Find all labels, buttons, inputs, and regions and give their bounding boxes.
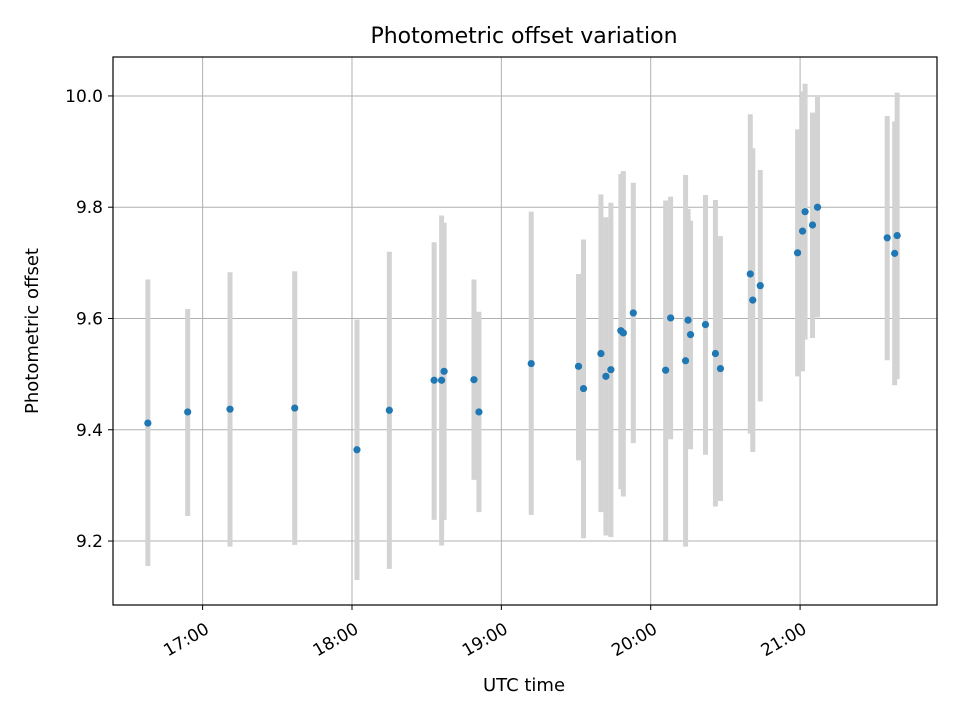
error-bars	[145, 83, 900, 580]
data-point	[667, 314, 675, 322]
data-point	[801, 208, 809, 216]
data-point	[684, 316, 692, 324]
data-point	[681, 357, 690, 365]
data-point	[813, 203, 822, 211]
x-axis: 17:00 18:00 19:00 20:00 21:00	[160, 605, 810, 661]
data-point	[701, 321, 710, 329]
data-point	[470, 376, 478, 384]
y-tick-label: 9.2	[76, 532, 103, 552]
data-point	[385, 406, 393, 414]
data-point	[808, 221, 817, 229]
data-point	[686, 331, 695, 339]
x-tick-label: 21:00	[758, 619, 810, 661]
chart-title: Photometric offset variation	[370, 24, 677, 49]
x-tick-label: 18:00	[310, 619, 362, 661]
data-point	[440, 367, 448, 375]
x-tick-label: 20:00	[608, 619, 660, 661]
data-point	[662, 366, 670, 374]
data-point	[430, 376, 438, 384]
data-point	[291, 404, 299, 412]
data-point	[711, 349, 720, 358]
y-tick-label: 9.4	[76, 421, 103, 441]
data-point	[893, 231, 901, 240]
data-point	[574, 362, 583, 370]
data-point	[883, 234, 891, 242]
x-tick-label: 17:00	[160, 619, 212, 661]
data-point	[527, 359, 535, 368]
data-point	[749, 296, 757, 304]
data-point	[184, 408, 192, 416]
data-points	[144, 203, 901, 454]
data-point	[619, 329, 627, 337]
x-tick-label: 19:00	[459, 619, 511, 661]
data-point	[144, 419, 152, 427]
data-point	[798, 227, 807, 235]
data-point	[607, 366, 615, 374]
data-point	[756, 282, 764, 290]
plot-frame	[112, 56, 938, 606]
data-point	[793, 249, 802, 257]
y-tick-label: 9.6	[76, 309, 103, 329]
y-tick-label: 9.8	[76, 198, 103, 218]
y-axis-label: Photometric offset	[22, 248, 43, 414]
x-axis-label: UTC time	[483, 675, 565, 696]
data-point	[579, 384, 588, 393]
y-tick-label: 10.0	[65, 87, 103, 107]
data-point	[746, 270, 754, 278]
y-axis: 9.2 9.4 9.6 9.8 10.0	[65, 87, 113, 552]
data-point	[602, 372, 610, 380]
data-point	[629, 309, 637, 317]
data-point	[438, 376, 446, 384]
data-point	[597, 349, 605, 358]
data-point	[891, 249, 899, 257]
data-point	[475, 408, 483, 416]
data-point	[353, 446, 361, 454]
data-point	[226, 405, 234, 413]
data-point	[716, 364, 725, 373]
